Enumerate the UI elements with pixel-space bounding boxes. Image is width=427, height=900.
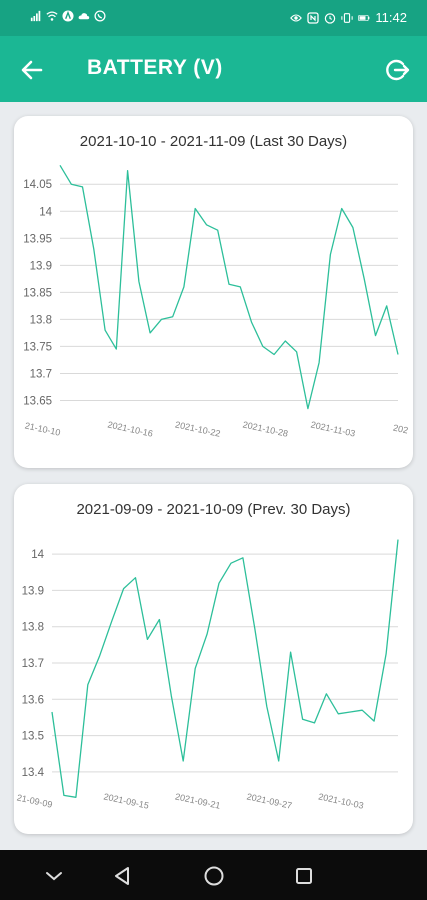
chart-title: 2021-10-10 - 2021-11-09 (Last 30 Days) bbox=[79, 133, 348, 150]
status-icons-left bbox=[30, 10, 106, 22]
y-tick-label: 14 bbox=[31, 549, 44, 561]
x-tick-label: 2021-10-28 bbox=[242, 419, 289, 438]
status-icons-right: 11:42 bbox=[290, 10, 407, 25]
back-button[interactable] bbox=[16, 54, 48, 86]
alarm-icon bbox=[325, 12, 336, 24]
y-tick-label: 13.5 bbox=[22, 731, 44, 743]
wifi-icon bbox=[46, 11, 58, 21]
x-tick-label: 2021-09-15 bbox=[103, 791, 150, 810]
back-triangle-icon bbox=[115, 867, 129, 885]
series-line bbox=[51, 539, 399, 798]
nav-home-button[interactable] bbox=[200, 862, 228, 890]
y-tick-label: 13.95 bbox=[23, 233, 52, 245]
eye-icon bbox=[290, 13, 303, 22]
chart-card-prev-30-days: 2021-09-09 - 2021-10-09 (Prev. 30 Days) … bbox=[14, 484, 413, 834]
x-tick-label: 21-10-10 bbox=[24, 420, 61, 437]
y-tick-label: 13.6 bbox=[22, 694, 44, 706]
status-time: 11:42 bbox=[375, 10, 407, 25]
x-tick-label: 2021-10-22 bbox=[174, 419, 221, 438]
chart-card-last-30-days: 2021-10-10 - 2021-11-09 (Last 30 Days) 1… bbox=[14, 116, 413, 468]
page-title: BATTERY (V) bbox=[87, 56, 223, 79]
signal-icon bbox=[30, 10, 41, 22]
x-tick-label: 202 bbox=[392, 423, 409, 436]
x-tick-label: 2021-09-27 bbox=[246, 791, 293, 810]
arrow-left-icon bbox=[21, 60, 43, 80]
logout-button[interactable] bbox=[381, 54, 413, 86]
y-tick-label: 13.75 bbox=[23, 341, 52, 353]
y-tick-label: 14.05 bbox=[23, 179, 52, 191]
x-tick-label: 21-09-09 bbox=[16, 792, 53, 809]
whatsapp-icon bbox=[94, 10, 106, 22]
x-tick-label: 2021-10-16 bbox=[107, 419, 154, 438]
cloud-icon bbox=[78, 13, 90, 20]
x-tick-label: 2021-11-03 bbox=[310, 419, 356, 438]
app-bar: BATTERY (V) bbox=[0, 36, 427, 102]
system-nav-bar bbox=[0, 850, 427, 900]
logout-icon bbox=[386, 59, 410, 81]
y-tick-label: 13.8 bbox=[22, 622, 44, 634]
recents-square-icon bbox=[296, 868, 312, 884]
series-line bbox=[59, 164, 399, 410]
nav-collapse-button[interactable] bbox=[40, 862, 68, 890]
nfc-icon bbox=[307, 11, 320, 24]
battery-chart-prev-30-days: 14 13.9 13.8 13.7 13.6 13.5 13.4 21-09-09 2021-0… bbox=[16, 539, 399, 811]
alert-icon bbox=[62, 10, 74, 22]
nav-recents-button[interactable] bbox=[290, 862, 318, 890]
y-tick-label: 13.9 bbox=[22, 585, 44, 597]
chevron-down-icon bbox=[46, 872, 62, 881]
y-tick-label: 14 bbox=[39, 206, 52, 218]
y-tick-label: 13.7 bbox=[22, 658, 44, 670]
x-tick-label: 2021-09-21 bbox=[174, 791, 221, 810]
battery-chart-last-30-days: 14.05 14 13.95 13.9 13.85 13.8 13.75 13.7 13.65 2… bbox=[23, 164, 409, 439]
y-tick-label: 13.8 bbox=[30, 314, 52, 326]
home-circle-icon bbox=[204, 866, 224, 886]
status-bar: 11:42 bbox=[0, 0, 427, 36]
y-tick-label: 13.7 bbox=[30, 368, 52, 380]
nav-back-button[interactable] bbox=[108, 862, 136, 890]
battery-icon bbox=[358, 14, 370, 21]
chart-title: 2021-09-09 - 2021-10-09 (Prev. 30 Days) bbox=[76, 501, 351, 518]
y-tick-label: 13.9 bbox=[30, 260, 52, 272]
y-tick-label: 13.4 bbox=[22, 767, 45, 779]
y-tick-label: 13.85 bbox=[23, 287, 52, 299]
x-tick-label: 2021-10-03 bbox=[317, 791, 364, 810]
y-tick-label: 13.65 bbox=[23, 395, 52, 407]
vibrate-icon bbox=[341, 12, 354, 23]
